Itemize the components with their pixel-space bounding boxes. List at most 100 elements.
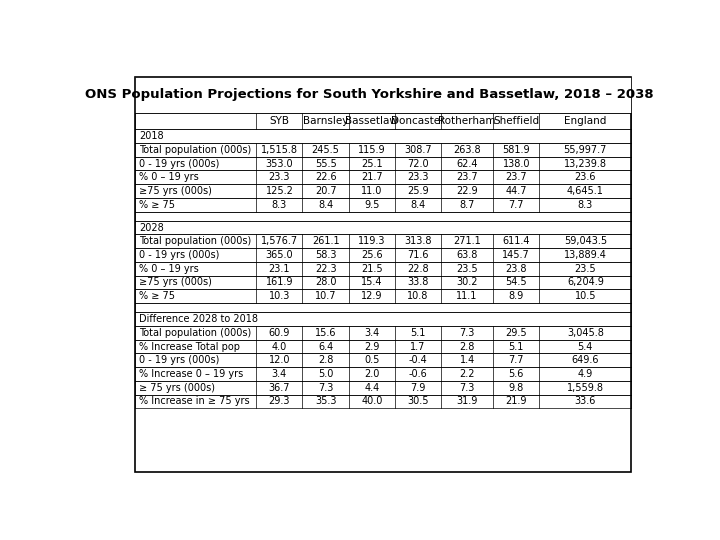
Text: % Increase Total pop: % Increase Total pop — [139, 341, 240, 352]
Text: 23.1: 23.1 — [269, 264, 290, 274]
Text: 23.7: 23.7 — [505, 172, 527, 183]
Text: 15.6: 15.6 — [315, 328, 336, 338]
Text: 21.9: 21.9 — [505, 396, 527, 407]
Text: 6.4: 6.4 — [318, 341, 333, 352]
Text: ONS Population Projections for South Yorkshire and Bassetlaw, 2018 – 2038: ONS Population Projections for South Yor… — [85, 89, 653, 102]
Text: 313.8: 313.8 — [404, 237, 432, 246]
Text: 33.8: 33.8 — [408, 278, 428, 287]
Text: 7.3: 7.3 — [459, 383, 474, 393]
Text: 10.5: 10.5 — [575, 291, 596, 301]
Text: 25.1: 25.1 — [361, 159, 382, 168]
Text: 0 - 19 yrs (000s): 0 - 19 yrs (000s) — [139, 355, 220, 365]
Text: 8.3: 8.3 — [577, 200, 593, 210]
Text: 4.9: 4.9 — [577, 369, 593, 379]
Text: 1.4: 1.4 — [459, 355, 474, 365]
Text: 4.0: 4.0 — [271, 341, 287, 352]
Text: 54.5: 54.5 — [505, 278, 527, 287]
Text: 35.3: 35.3 — [315, 396, 336, 407]
Text: 5.0: 5.0 — [318, 369, 333, 379]
Text: 9.8: 9.8 — [508, 383, 524, 393]
Text: 22.6: 22.6 — [315, 172, 336, 183]
Text: 7.7: 7.7 — [508, 200, 524, 210]
Text: 44.7: 44.7 — [505, 186, 527, 196]
Text: 581.9: 581.9 — [503, 145, 530, 155]
Text: 8.7: 8.7 — [459, 200, 474, 210]
Text: 33.6: 33.6 — [575, 396, 596, 407]
Text: Sheffield: Sheffield — [493, 116, 539, 126]
Text: 119.3: 119.3 — [358, 237, 385, 246]
Text: Doncaster: Doncaster — [391, 116, 445, 126]
Text: 36.7: 36.7 — [269, 383, 290, 393]
Text: 2.8: 2.8 — [318, 355, 333, 365]
Text: 55,997.7: 55,997.7 — [564, 145, 607, 155]
Text: 8.9: 8.9 — [508, 291, 524, 301]
Text: 145.7: 145.7 — [503, 250, 530, 260]
Text: SYB: SYB — [269, 116, 289, 126]
Text: 8.3: 8.3 — [271, 200, 287, 210]
Text: % 0 – 19 yrs: % 0 – 19 yrs — [139, 264, 199, 274]
Text: 10.7: 10.7 — [315, 291, 336, 301]
Text: 4,645.1: 4,645.1 — [567, 186, 604, 196]
Text: Bassetlaw: Bassetlaw — [346, 116, 398, 126]
Text: 138.0: 138.0 — [503, 159, 530, 168]
Text: 3.4: 3.4 — [364, 328, 379, 338]
Text: 23.3: 23.3 — [408, 172, 428, 183]
Text: 4.4: 4.4 — [364, 383, 379, 393]
Text: 3,045.8: 3,045.8 — [567, 328, 604, 338]
Text: 12.0: 12.0 — [269, 355, 290, 365]
Text: Barnsley: Barnsley — [303, 116, 348, 126]
Text: 2.8: 2.8 — [459, 341, 474, 352]
Text: 263.8: 263.8 — [454, 145, 481, 155]
Bar — [135, 77, 631, 472]
Text: 5.1: 5.1 — [410, 328, 426, 338]
Text: 28.0: 28.0 — [315, 278, 336, 287]
Text: 60.9: 60.9 — [269, 328, 290, 338]
Text: 0 - 19 yrs (000s): 0 - 19 yrs (000s) — [139, 250, 220, 260]
Text: 7.9: 7.9 — [410, 383, 426, 393]
Text: 23.5: 23.5 — [575, 264, 596, 274]
Text: 23.6: 23.6 — [575, 172, 596, 183]
Text: Total population (000s): Total population (000s) — [139, 328, 251, 338]
Text: 62.4: 62.4 — [456, 159, 478, 168]
Text: 7.3: 7.3 — [459, 328, 474, 338]
Text: 25.6: 25.6 — [361, 250, 382, 260]
Text: 5.1: 5.1 — [508, 341, 524, 352]
Text: ≥ 75 yrs (000s): ≥ 75 yrs (000s) — [139, 383, 215, 393]
Text: 71.6: 71.6 — [408, 250, 428, 260]
Text: 30.5: 30.5 — [408, 396, 428, 407]
Text: 115.9: 115.9 — [358, 145, 386, 155]
Text: 3.4: 3.4 — [271, 369, 287, 379]
Text: 59,043.5: 59,043.5 — [564, 237, 607, 246]
Text: 649.6: 649.6 — [572, 355, 599, 365]
Text: 29.5: 29.5 — [505, 328, 527, 338]
Text: % ≥ 75: % ≥ 75 — [139, 291, 175, 301]
Text: 5.6: 5.6 — [508, 369, 524, 379]
Text: % ≥ 75: % ≥ 75 — [139, 200, 175, 210]
Text: 23.3: 23.3 — [269, 172, 290, 183]
Text: 245.5: 245.5 — [312, 145, 340, 155]
Text: 0.5: 0.5 — [364, 355, 379, 365]
Text: 9.5: 9.5 — [364, 200, 379, 210]
Text: 12.9: 12.9 — [361, 291, 382, 301]
Text: 1,576.7: 1,576.7 — [261, 237, 298, 246]
Text: -0.6: -0.6 — [408, 369, 428, 379]
Text: 365.0: 365.0 — [266, 250, 293, 260]
Text: 22.3: 22.3 — [315, 264, 336, 274]
Text: 2018: 2018 — [139, 131, 163, 141]
Text: 25.9: 25.9 — [407, 186, 429, 196]
Text: 161.9: 161.9 — [266, 278, 293, 287]
Text: 1,559.8: 1,559.8 — [567, 383, 604, 393]
Text: 10.8: 10.8 — [408, 291, 428, 301]
Text: 2.2: 2.2 — [459, 369, 475, 379]
Text: 308.7: 308.7 — [404, 145, 432, 155]
Text: 29.3: 29.3 — [269, 396, 290, 407]
Text: 5.4: 5.4 — [577, 341, 593, 352]
Text: 11.0: 11.0 — [361, 186, 382, 196]
Text: 22.8: 22.8 — [407, 264, 429, 274]
Text: -0.4: -0.4 — [408, 355, 428, 365]
Text: 31.9: 31.9 — [456, 396, 478, 407]
Text: % Increase in ≥ 75 yrs: % Increase in ≥ 75 yrs — [139, 396, 250, 407]
Text: 13,889.4: 13,889.4 — [564, 250, 607, 260]
Text: 0 - 19 yrs (000s): 0 - 19 yrs (000s) — [139, 159, 220, 168]
Text: Difference 2028 to 2018: Difference 2028 to 2018 — [139, 314, 258, 324]
